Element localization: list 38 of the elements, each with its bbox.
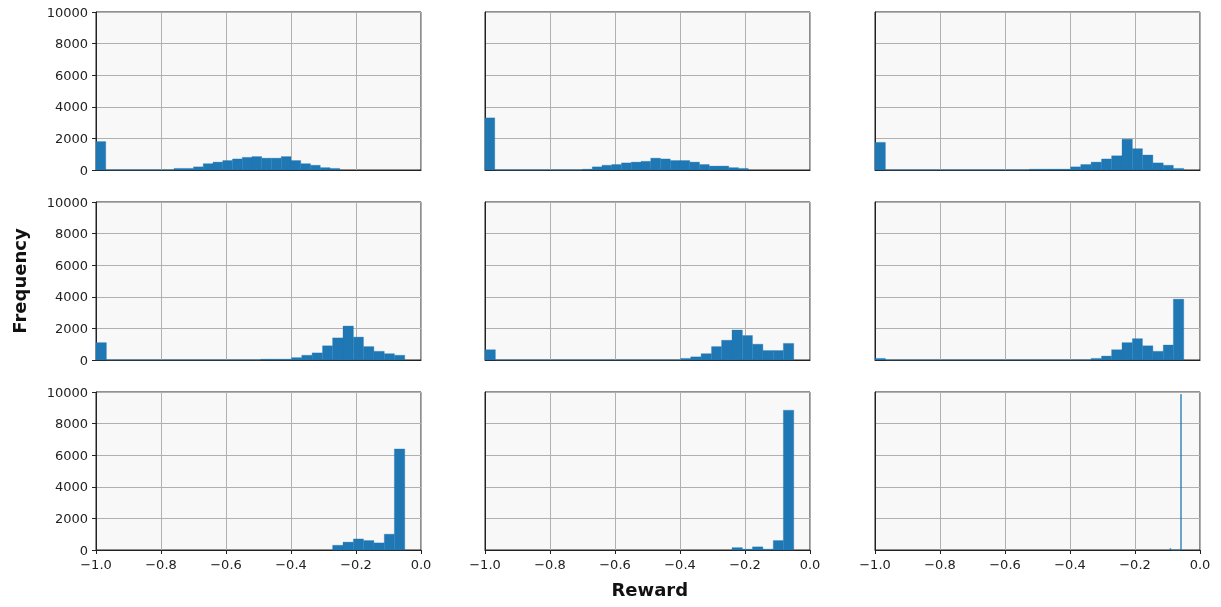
- x-tick-label: −0.8: [924, 557, 956, 572]
- x-tick-label: −0.8: [145, 557, 177, 572]
- x-tick-label: −0.2: [1119, 557, 1151, 572]
- y-tick-label: 8000: [54, 36, 88, 52]
- x-tick-label: 0.0: [1189, 557, 1211, 572]
- y-tick-label: 4000: [54, 99, 88, 115]
- y-tick-label: 4000: [54, 479, 88, 495]
- y-tick-label: 2000: [54, 130, 88, 146]
- x-tick-label: −0.2: [729, 557, 761, 572]
- y-tick-label: 2000: [54, 320, 88, 336]
- y-tick-label: 8000: [54, 416, 88, 432]
- x-tick-label: −1.0: [859, 557, 891, 572]
- x-tick-label: 0.0: [799, 557, 821, 572]
- x-tick-label: −0.4: [664, 557, 696, 572]
- y-tick-label: 0: [79, 162, 88, 178]
- x-tick-label: −1.0: [80, 557, 112, 572]
- x-tick-label: −0.4: [1054, 557, 1086, 572]
- y-tick-label: 8000: [54, 226, 88, 242]
- x-tick-label: −0.6: [989, 557, 1021, 572]
- x-tick-label: −0.6: [210, 557, 242, 572]
- y-tick-label: 10000: [46, 384, 88, 400]
- y-tick-label: 6000: [54, 447, 88, 463]
- y-tick-label: 2000: [54, 510, 88, 526]
- x-tick-label: −0.2: [340, 557, 372, 572]
- x-tick-label: −0.8: [534, 557, 566, 572]
- y-axis-title: Frequency: [8, 228, 30, 334]
- y-tick-label: 4000: [54, 289, 88, 305]
- y-tick-label: 6000: [54, 67, 88, 83]
- y-tick-label: 10000: [46, 4, 88, 20]
- y-tick-label: 0: [79, 542, 88, 558]
- x-tick-label: −1.0: [469, 557, 501, 572]
- x-tick-label: 0.0: [410, 557, 432, 572]
- y-tick-label: 6000: [54, 257, 88, 273]
- x-tick-label: −0.6: [599, 557, 631, 572]
- x-axis-title: Reward: [611, 578, 689, 600]
- y-tick-label: 10000: [46, 194, 88, 210]
- y-tick-label: 0: [79, 352, 88, 368]
- x-tick-label: −0.4: [275, 557, 307, 572]
